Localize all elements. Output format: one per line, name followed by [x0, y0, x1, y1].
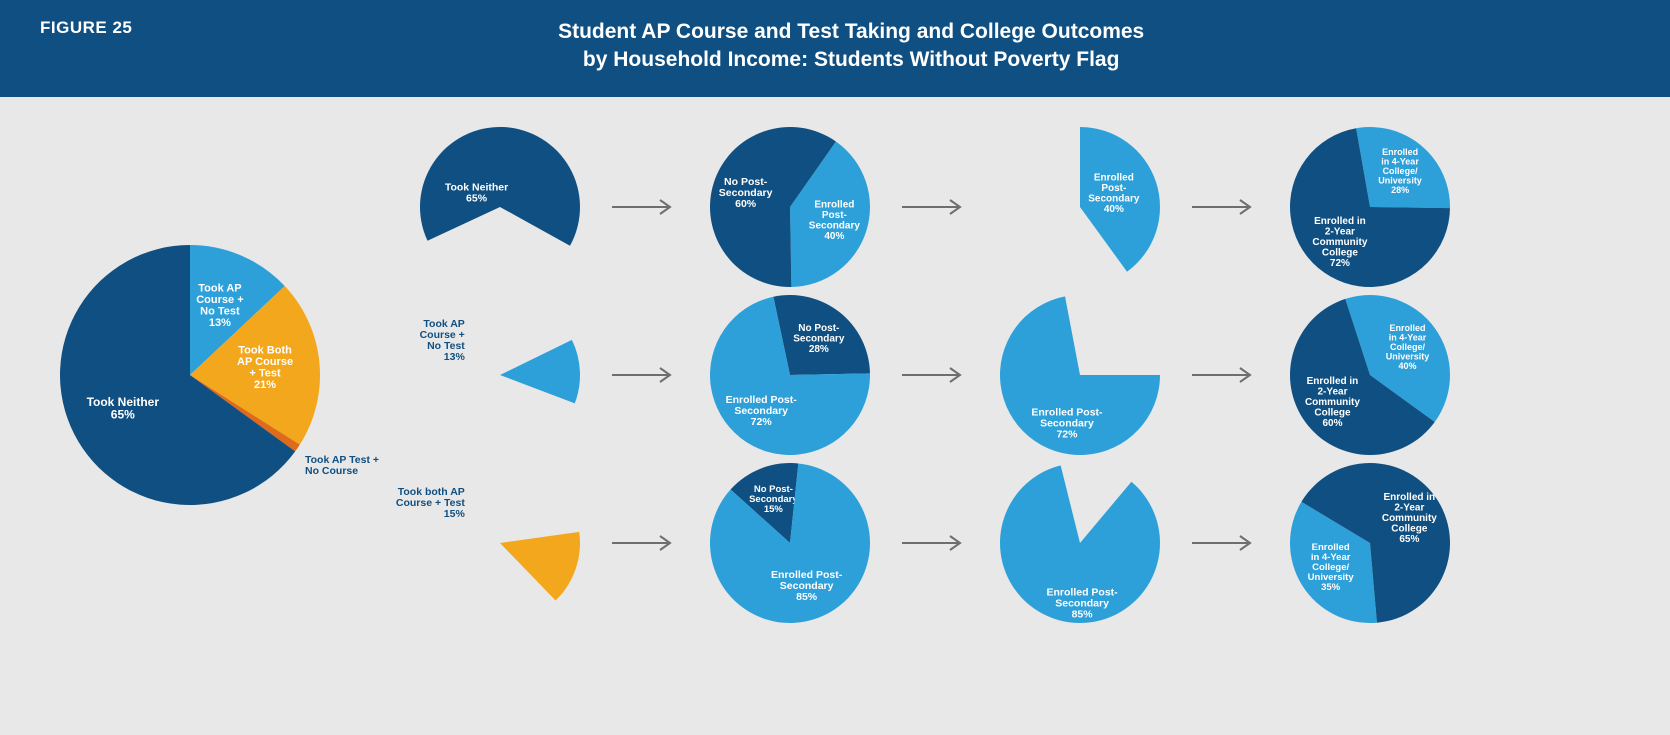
flow-arrow-icon — [900, 365, 970, 385]
svg-text:Community: Community — [1312, 237, 1367, 248]
segment-external-label: Took both APCourse + Test15% — [375, 487, 465, 520]
svg-text:Community: Community — [1305, 397, 1360, 408]
college-type-pie-chart: Enrolledin 4-YearCollege/University28%En… — [1290, 127, 1450, 287]
svg-text:Took Both: Took Both — [238, 344, 292, 356]
svg-text:2-Year: 2-Year — [1317, 386, 1347, 397]
flow-arrow-icon — [610, 365, 680, 385]
svg-text:Enrolled in: Enrolled in — [1307, 376, 1359, 387]
outcome-pie-chart: No Post-Secondary15%Enrolled Post-Second… — [710, 463, 870, 623]
svg-text:60%: 60% — [735, 198, 757, 210]
flow-arrow-icon — [1190, 533, 1260, 553]
svg-text:21%: 21% — [254, 379, 276, 391]
svg-text:40%: 40% — [1104, 203, 1124, 214]
svg-text:Secondary: Secondary — [809, 220, 861, 231]
main-pie-column: Took APCourse +No Test13% Took BothAP Cou… — [60, 245, 420, 505]
svg-text:72%: 72% — [1330, 258, 1350, 269]
svg-text:65%: 65% — [111, 407, 135, 421]
svg-text:Enrolled in: Enrolled in — [1314, 216, 1366, 227]
svg-text:28%: 28% — [809, 343, 829, 354]
svg-text:College: College — [1314, 407, 1351, 418]
outcome-pie-chart: No Post-Secondary28%Enrolled Post-Second… — [710, 295, 870, 455]
svg-text:Course +: Course + — [196, 294, 243, 306]
flow-arrow-icon — [900, 533, 970, 553]
figure-number: FIGURE 25 — [40, 18, 132, 38]
svg-text:40%: 40% — [824, 231, 844, 242]
college-type-pie-chart: Enrolledin 4-YearCollege/University40%En… — [1290, 295, 1450, 455]
svg-text:+ Test: + Test — [249, 367, 281, 379]
svg-text:Community: Community — [1382, 513, 1437, 524]
svg-text:72%: 72% — [751, 416, 773, 428]
segment-chart: EnrolledPost-Secondary40% — [1000, 127, 1160, 287]
svg-text:Enrolled: Enrolled — [1094, 172, 1134, 183]
segment-chart: Took Neither65% — [420, 127, 580, 287]
svg-text:28%: 28% — [1391, 185, 1409, 195]
flow-arrow-icon — [610, 533, 680, 553]
figure-body: Took APCourse +No Test13% Took BothAP Cou… — [0, 97, 1670, 653]
svg-text:Secondary: Secondary — [793, 333, 845, 344]
college-type-pie-chart: Enrolledin 4-YearCollege/University35%En… — [1290, 463, 1450, 623]
svg-text:85%: 85% — [796, 591, 818, 603]
svg-text:Post-: Post- — [822, 210, 847, 221]
flow-arrow-icon — [900, 197, 970, 217]
flow-rows-column: Took Neither65%EnrolledPost-Secondary40%… — [420, 127, 1630, 623]
flow-row: Took APCourse +No Test13% No Post-Seconda… — [420, 295, 1630, 455]
svg-text:AP Course: AP Course — [237, 356, 293, 368]
flow-arrow-icon — [1190, 197, 1260, 217]
main-pie-external-label: Took AP Test +No Course — [305, 455, 379, 477]
svg-text:35%: 35% — [1321, 582, 1341, 593]
flow-row: Took both APCourse + Test15% No Post-Seco… — [420, 463, 1630, 623]
svg-text:2-Year: 2-Year — [1325, 226, 1355, 237]
svg-text:65%: 65% — [1399, 534, 1419, 545]
flow-arrow-icon — [610, 197, 680, 217]
svg-text:College: College — [1322, 247, 1359, 258]
svg-text:No Test: No Test — [200, 305, 240, 317]
segment-external-label: Took APCourse +No Test13% — [375, 319, 465, 363]
svg-text:College: College — [1391, 523, 1428, 534]
svg-text:Post-: Post- — [1101, 182, 1126, 193]
svg-text:No Post-: No Post- — [798, 322, 839, 333]
main-pie-chart: Took APCourse +No Test13% Took BothAP Cou… — [60, 245, 420, 505]
segment-chart: Took both APCourse + Test15% — [420, 463, 580, 623]
svg-text:Enrolled: Enrolled — [814, 199, 854, 210]
segment-chart: Enrolled Post-Secondary85% — [1000, 463, 1160, 623]
svg-text:Secondary: Secondary — [1088, 193, 1140, 204]
svg-text:72%: 72% — [1056, 428, 1078, 440]
flow-row: Took Neither65%EnrolledPost-Secondary40%… — [420, 127, 1630, 287]
svg-text:Enrolled in: Enrolled in — [1384, 492, 1436, 503]
svg-text:65%: 65% — [466, 192, 488, 204]
svg-text:13%: 13% — [209, 317, 231, 329]
svg-text:2-Year: 2-Year — [1394, 502, 1424, 513]
svg-text:15%: 15% — [764, 504, 784, 515]
figure-header: FIGURE 25 Student AP Course and Test Tak… — [0, 0, 1670, 97]
figure-title: Student AP Course and Test Taking and Co… — [192, 18, 1630, 75]
segment-chart: Enrolled Post-Secondary72% — [1000, 295, 1160, 455]
segment-chart: Took APCourse +No Test13% — [420, 295, 580, 455]
outcome-pie-chart: EnrolledPost-Secondary40%No Post-Seconda… — [710, 127, 870, 287]
svg-text:85%: 85% — [1072, 608, 1094, 620]
flow-arrow-icon — [1190, 365, 1260, 385]
svg-text:Took AP: Took AP — [198, 282, 241, 294]
svg-text:60%: 60% — [1322, 418, 1342, 429]
svg-text:40%: 40% — [1399, 361, 1417, 371]
